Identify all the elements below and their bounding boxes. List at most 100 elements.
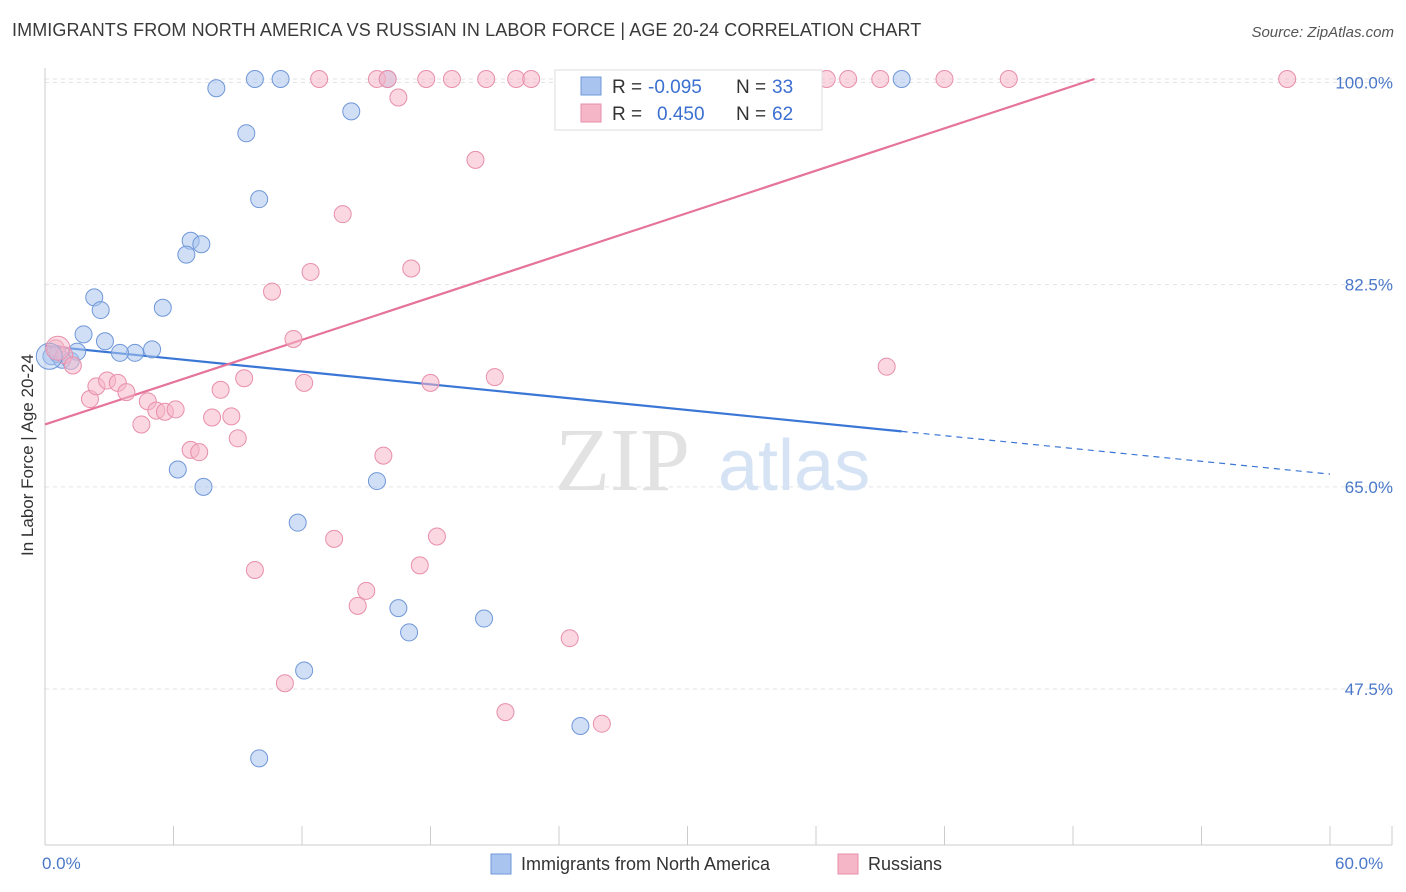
legend-swatch-russians bbox=[580, 103, 602, 123]
trend-line-north-america bbox=[44, 344, 902, 433]
point-north-america bbox=[271, 70, 290, 88]
source-label: Source: ZipAtlas.com bbox=[1251, 24, 1394, 41]
y-tick-label: 100.0% bbox=[1335, 73, 1393, 92]
point-russians bbox=[507, 70, 526, 88]
point-north-america bbox=[74, 325, 93, 344]
trend-lines bbox=[44, 77, 1331, 475]
point-russians bbox=[132, 415, 151, 434]
point-russians bbox=[284, 329, 303, 348]
point-north-america bbox=[245, 70, 264, 88]
point-russians bbox=[877, 357, 896, 376]
point-russians bbox=[222, 407, 241, 426]
point-north-america bbox=[892, 70, 911, 88]
point-russians bbox=[389, 88, 408, 107]
point-russians bbox=[263, 282, 282, 301]
point-russians bbox=[427, 527, 446, 546]
point-north-america bbox=[250, 749, 269, 768]
point-north-america bbox=[143, 340, 162, 359]
point-russians bbox=[63, 356, 82, 375]
legend-r-value-1: -0.095 bbox=[648, 77, 702, 98]
trend-line-extension bbox=[901, 430, 1331, 475]
point-north-america bbox=[342, 102, 361, 121]
point-russians bbox=[466, 150, 485, 169]
x-max-label: 60.0% bbox=[1335, 854, 1383, 873]
point-russians bbox=[871, 70, 890, 88]
y-axis-title: In Labor Force | Age 20-24 bbox=[18, 354, 37, 556]
point-russians bbox=[228, 429, 247, 448]
point-russians bbox=[485, 368, 504, 387]
watermark-zip: ZIP bbox=[555, 411, 690, 510]
point-russians bbox=[442, 70, 461, 88]
y-tick-label: 47.5% bbox=[1345, 680, 1393, 699]
axes bbox=[44, 68, 1393, 846]
point-russians bbox=[592, 714, 611, 733]
point-north-america bbox=[367, 472, 386, 491]
legend-r-label-2: R = bbox=[612, 104, 642, 125]
point-north-america bbox=[91, 301, 110, 320]
point-russians bbox=[166, 400, 185, 419]
y-tick-label: 65.0% bbox=[1345, 478, 1393, 497]
point-russians bbox=[410, 556, 429, 575]
y-tick-label: 82.5% bbox=[1345, 276, 1393, 295]
bottom-legend-swatch-north-america bbox=[490, 853, 512, 875]
trend-line-russians bbox=[44, 77, 1095, 426]
point-russians bbox=[190, 443, 209, 462]
legend-r-label-1: R = bbox=[612, 77, 642, 98]
legend-n-value-2: 62 bbox=[772, 104, 793, 125]
point-russians bbox=[325, 529, 344, 548]
point-russians bbox=[211, 380, 230, 399]
point-russians bbox=[275, 674, 294, 693]
point-russians bbox=[999, 70, 1018, 88]
point-north-america bbox=[250, 190, 269, 209]
point-north-america bbox=[125, 343, 144, 362]
point-north-america bbox=[194, 477, 213, 496]
point-russians bbox=[203, 408, 222, 427]
point-north-america bbox=[207, 79, 226, 98]
legend-n-label-1: N = bbox=[736, 77, 766, 98]
point-russians bbox=[935, 70, 954, 88]
legend-n-label-2: N = bbox=[736, 104, 766, 125]
point-russians bbox=[235, 369, 254, 388]
point-russians bbox=[348, 596, 367, 615]
point-russians bbox=[333, 205, 352, 224]
y-tick-labels: 100.0% 82.5% 65.0% 47.5% bbox=[1335, 73, 1393, 699]
point-north-america bbox=[400, 623, 419, 642]
x-min-label: 0.0% bbox=[42, 854, 81, 873]
point-north-america bbox=[571, 716, 590, 735]
point-russians bbox=[310, 70, 329, 88]
point-north-america bbox=[475, 609, 494, 628]
watermark: ZIP atlas bbox=[555, 411, 870, 510]
point-north-america bbox=[237, 124, 256, 143]
watermark-atlas: atlas bbox=[718, 426, 870, 506]
bottom-legend-label-russians: Russians bbox=[868, 854, 942, 874]
point-russians bbox=[417, 70, 436, 88]
point-north-america bbox=[389, 599, 408, 618]
point-russians bbox=[295, 373, 314, 392]
point-russians bbox=[357, 581, 376, 600]
point-russians bbox=[1278, 70, 1297, 88]
bottom-legend-swatch-russians bbox=[837, 853, 859, 875]
point-russians bbox=[245, 561, 264, 580]
point-russians bbox=[421, 373, 440, 392]
point-russians bbox=[117, 383, 136, 402]
legend-swatch-north-america bbox=[580, 76, 602, 96]
point-north-america bbox=[95, 332, 114, 351]
point-north-america bbox=[110, 343, 129, 362]
chart-title: IMMIGRANTS FROM NORTH AMERICA VS RUSSIAN… bbox=[12, 20, 922, 40]
bottom-legend: Immigrants from North America Russians bbox=[490, 853, 942, 875]
legend-r-value-2: 0.450 bbox=[657, 104, 705, 125]
top-legend: R = -0.095 N = 33 R = 0.450 N = 62 bbox=[554, 69, 823, 131]
legend-n-value-1: 33 bbox=[772, 77, 793, 98]
bottom-legend-label-north-america: Immigrants from North America bbox=[521, 854, 771, 874]
point-russians bbox=[522, 70, 541, 88]
point-russians bbox=[378, 70, 397, 88]
point-north-america bbox=[295, 661, 314, 680]
point-russians bbox=[839, 70, 858, 88]
point-north-america bbox=[168, 460, 187, 479]
point-russians bbox=[45, 335, 71, 361]
point-russians bbox=[496, 703, 515, 722]
point-north-america bbox=[192, 235, 211, 254]
point-russians bbox=[301, 262, 320, 281]
point-russians bbox=[477, 70, 496, 88]
